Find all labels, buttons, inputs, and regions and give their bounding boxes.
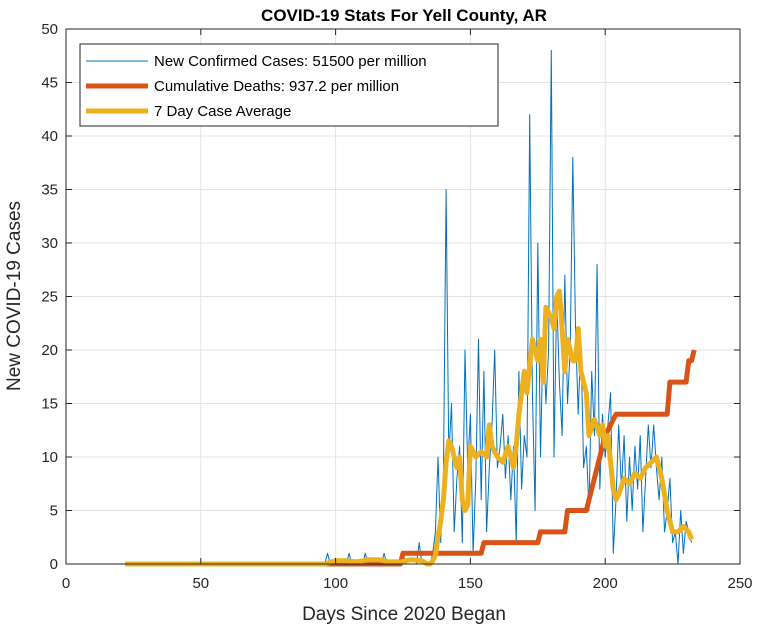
y-tick-label: 20 (41, 342, 58, 359)
y-tick-label: 15 (41, 396, 58, 413)
y-tick-label: 25 (41, 289, 58, 306)
x-tick-label: 200 (593, 575, 618, 592)
y-axis: 0 5 10 15 20 25 30 35 40 45 50 (41, 21, 740, 573)
chart-title: COVID-19 Stats For Yell County, AR (261, 6, 547, 25)
legend: New Confirmed Cases: 51500 per million Cu… (79, 43, 499, 127)
y-tick-label: 30 (41, 235, 58, 252)
x-tick-label: 150 (458, 575, 483, 592)
x-tick-label: 50 (192, 575, 209, 592)
y-tick-label: 50 (41, 21, 58, 38)
y-tick-label: 5 (50, 503, 58, 520)
legend-box (79, 43, 499, 127)
series-line-2 (125, 349, 697, 567)
x-axis: 0 50 100 150 200 250 (62, 29, 753, 592)
legend-entry: Cumulative Deaths: 937.2 per million (154, 78, 399, 95)
x-axis-label: Days Since 2020 Began (302, 604, 506, 625)
y-axis-label: New COVID-19 Cases (4, 201, 25, 391)
x-tick-label: 250 (727, 575, 752, 592)
legend-entry: 7 Day Case Average (154, 103, 291, 120)
y-tick-label: 35 (41, 182, 58, 199)
y-tick-label: 10 (41, 449, 58, 466)
series-layer (125, 49, 697, 567)
y-tick-label: 40 (41, 128, 58, 145)
y-tick-label: 0 (50, 556, 58, 573)
series-line-3 (125, 288, 694, 567)
x-tick-label: 100 (323, 575, 348, 592)
y-tick-label: 45 (41, 75, 58, 92)
x-tick-label: 0 (62, 575, 70, 592)
legend-entry: New Confirmed Cases: 51500 per million (154, 53, 427, 70)
